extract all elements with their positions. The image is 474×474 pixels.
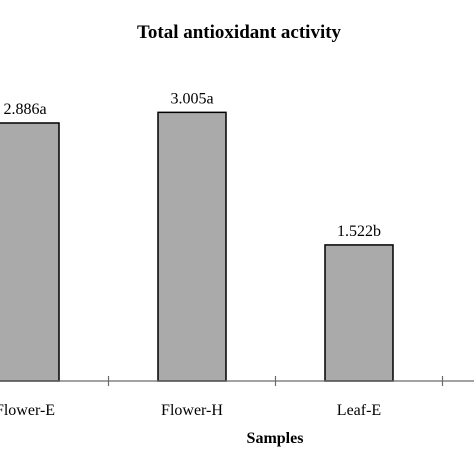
- x-tick-label: Flower-E: [0, 402, 55, 419]
- x-tick-label: Leaf-E: [337, 402, 381, 419]
- data-label: 2.886a: [3, 101, 46, 118]
- data-label: 1.522b: [337, 223, 381, 240]
- chart-title: Total antioxidant activity: [137, 22, 342, 43]
- bar-flower-e: [0, 122, 60, 382]
- x-axis-ticks: [107, 376, 444, 386]
- data-label: 3.005a: [170, 90, 213, 107]
- plot-area: 2.886a Flower-E 3.005a Flower-H 1.522b Leaf-E: [0, 90, 394, 419]
- bar-flower-h: [157, 111, 227, 382]
- x-axis-title: Samples: [247, 430, 304, 447]
- x-tick-label: Flower-H: [161, 402, 223, 419]
- bar-leaf-e: [324, 244, 394, 382]
